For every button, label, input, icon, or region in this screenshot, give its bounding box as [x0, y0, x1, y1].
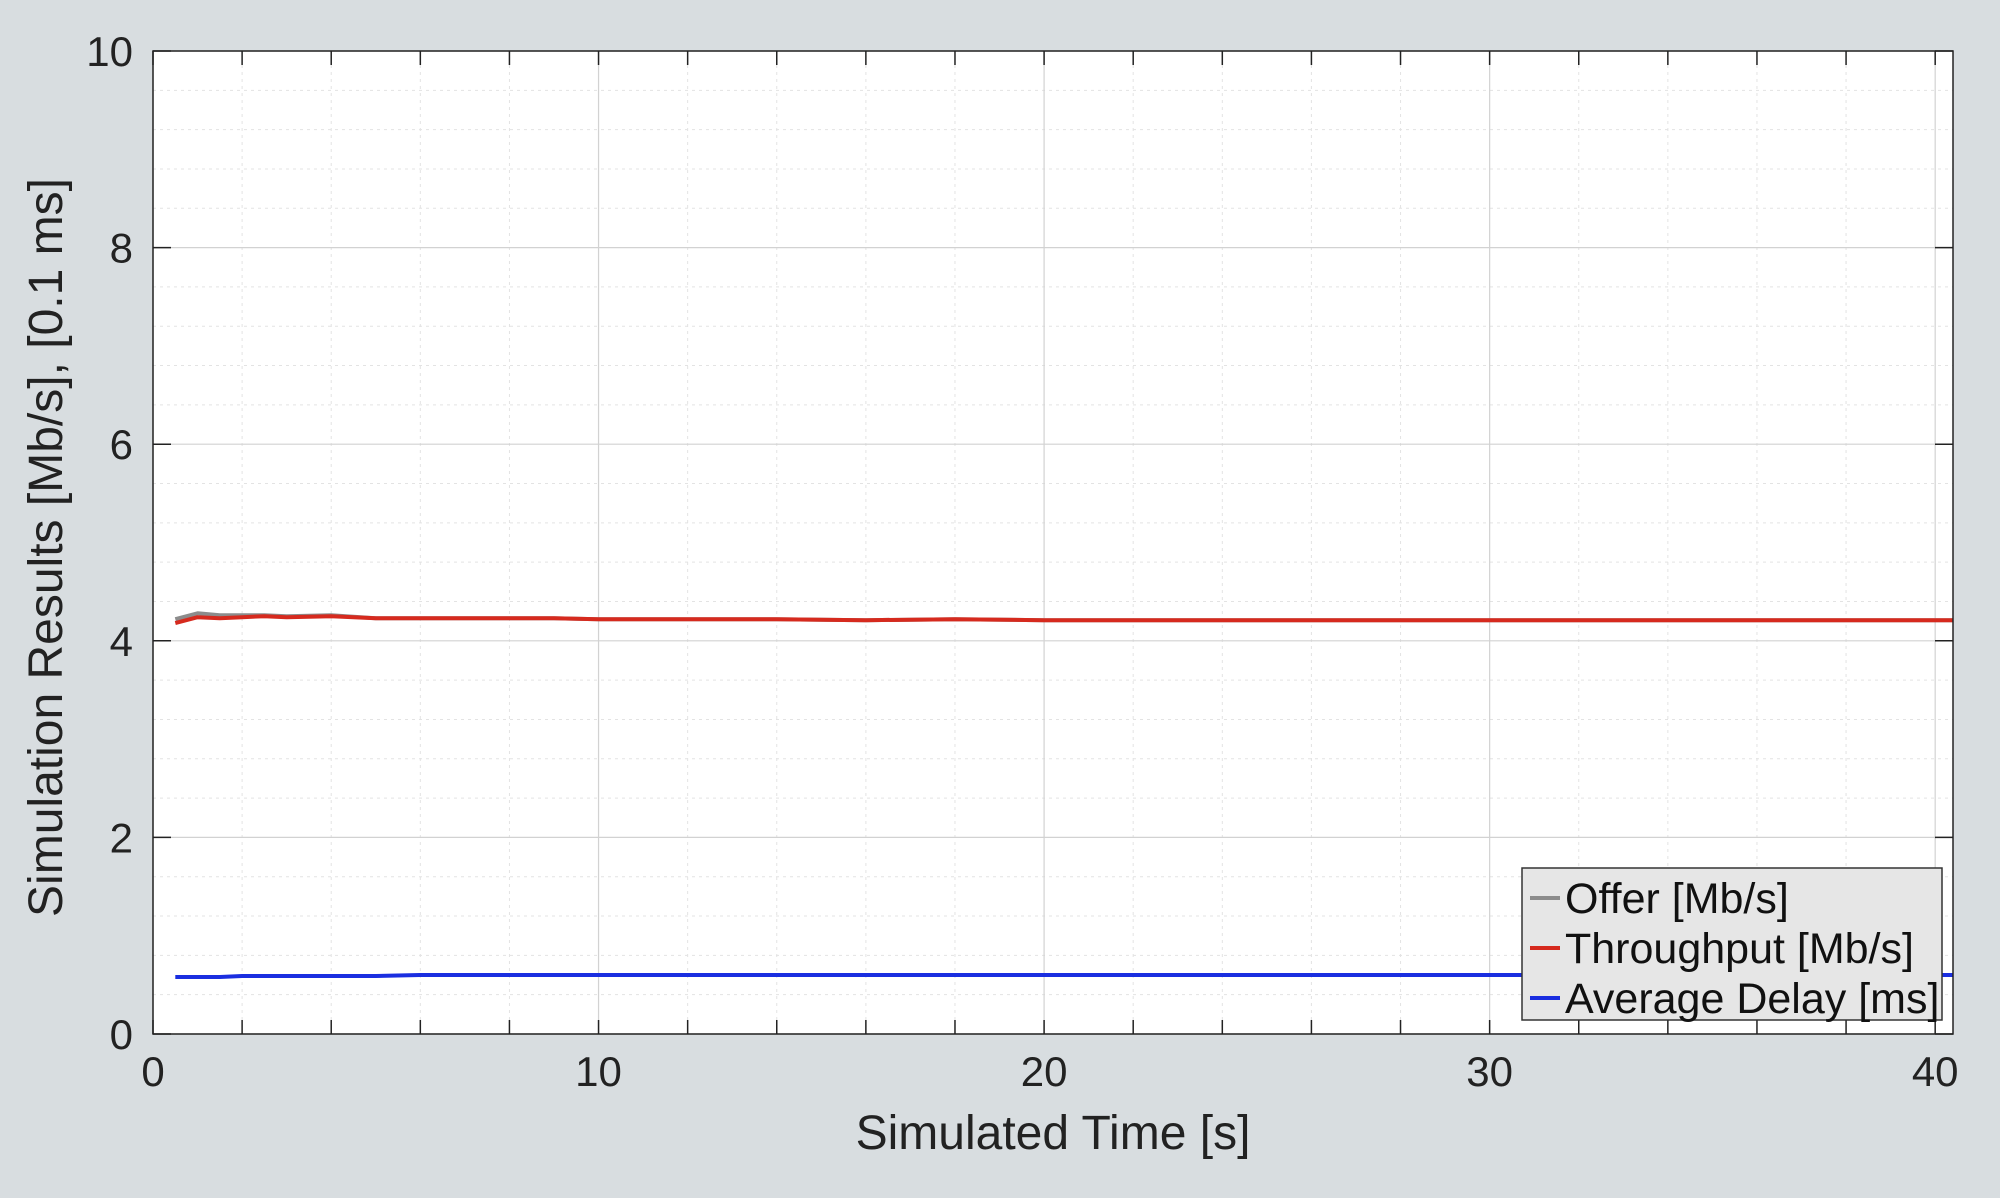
- x-tick-label: 0: [141, 1048, 164, 1095]
- legend-label-throughput: Throughput [Mb/s]: [1565, 925, 1914, 973]
- y-tick-label: 4: [110, 618, 133, 665]
- series-line-throughput: [174, 614, 1953, 626]
- axis-ticks: [152, 50, 1953, 1035]
- legend-label-offer: Offer [Mb/s]: [1565, 875, 1789, 923]
- plot-frame: [152, 50, 1954, 1035]
- x-tick-label: 40: [1912, 1048, 1959, 1095]
- legend: Offer [Mb/s] Throughput [Mb/s] Average D…: [1521, 867, 1943, 1023]
- legend-label-average-delay: Average Delay [ms]: [1565, 975, 1939, 1023]
- x-tick-label: 20: [1021, 1048, 1068, 1095]
- legend-box: [1521, 867, 1943, 1021]
- x-tick-label: 10: [575, 1048, 622, 1095]
- y-tick-label: 8: [110, 225, 133, 272]
- y-tick-label: 0: [110, 1011, 133, 1058]
- y-tick-label: 6: [110, 421, 133, 468]
- y-tick-label: 10: [86, 28, 133, 75]
- x-tick-label: 30: [1466, 1048, 1513, 1095]
- x-axis-title: Simulated Time [s]: [856, 1107, 1251, 1160]
- y-tick-label: 2: [110, 814, 133, 861]
- y-axis-title: Simulation Results [Mb/s], [0.1 ms]: [20, 178, 73, 917]
- y-tick-labels: 0 2 4 6 8 10: [86, 28, 133, 1058]
- x-tick-labels: 0 10 20 30 40: [141, 1048, 1958, 1095]
